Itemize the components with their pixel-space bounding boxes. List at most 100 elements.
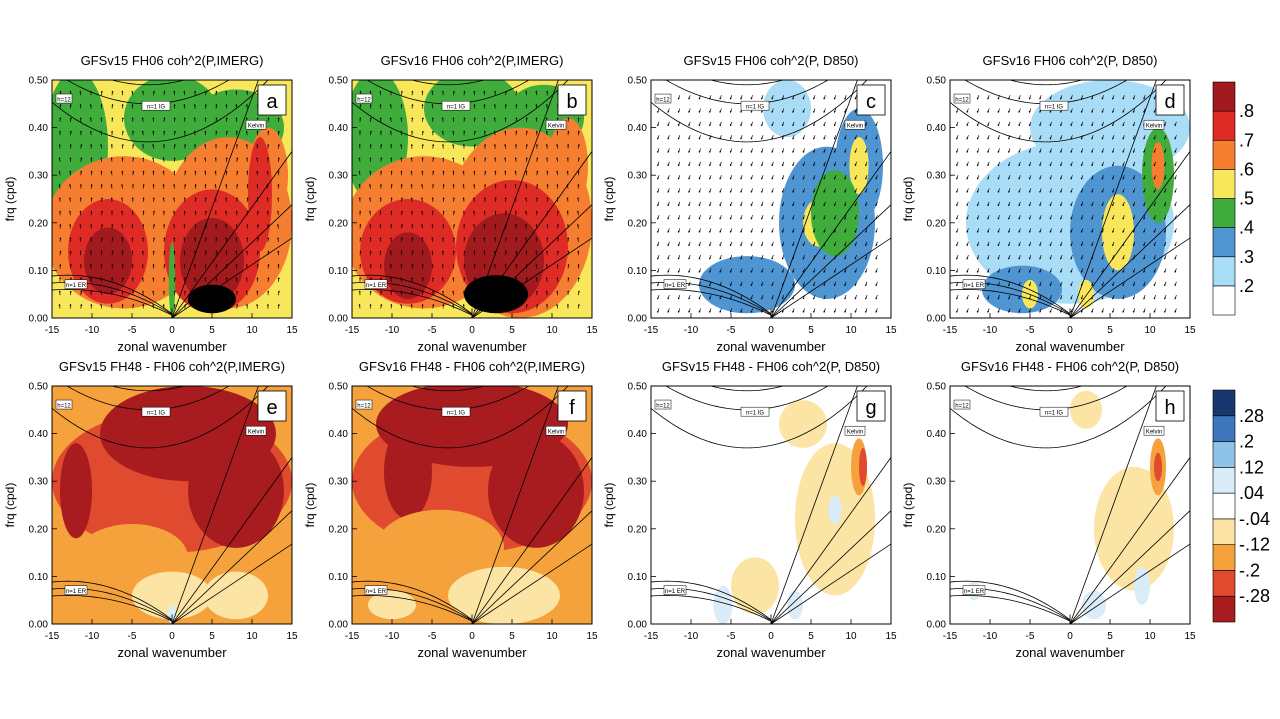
- colorbar-swatch: [1212, 595, 1236, 623]
- vector-head: [463, 90, 466, 93]
- vector-head: [504, 117, 507, 120]
- vector-head: [421, 263, 424, 266]
- vector-head: [771, 270, 774, 273]
- vector-head: [1008, 137, 1010, 140]
- vector-head: [89, 250, 92, 253]
- vector-head: [865, 137, 867, 140]
- contour-region: [731, 557, 779, 615]
- dispersion-curves: [651, 80, 891, 318]
- vector-head: [976, 110, 979, 113]
- vector-head: [667, 177, 670, 180]
- vector-head: [257, 237, 260, 240]
- svg-text:Kelvin: Kelvin: [847, 124, 863, 130]
- vector-head: [761, 110, 763, 113]
- vector-head: [1080, 137, 1083, 140]
- vector-head: [1028, 230, 1031, 233]
- vector-head: [1008, 204, 1010, 207]
- vector-head: [854, 177, 857, 180]
- vector-head: [421, 117, 424, 120]
- vector-head: [761, 177, 763, 180]
- vector-head: [1112, 150, 1114, 153]
- contour-region: [779, 400, 827, 448]
- curve-label: h=12: [55, 399, 73, 410]
- vector-head: [1091, 110, 1094, 113]
- contour-region: [204, 571, 268, 620]
- vector-head: [966, 177, 969, 180]
- vector-head: [89, 130, 92, 133]
- vector-head: [781, 150, 784, 153]
- vector-head: [256, 117, 259, 120]
- vector-head: [225, 290, 228, 293]
- vector-head: [111, 90, 114, 93]
- vector-head: [781, 230, 784, 233]
- vector-head: [771, 244, 774, 247]
- vector-head: [771, 124, 774, 127]
- vector-head: [132, 143, 135, 146]
- vector-head: [823, 204, 826, 207]
- vector-head: [131, 277, 134, 280]
- vector-head: [442, 303, 445, 306]
- vector-head: [267, 143, 270, 146]
- x-tick-label: 5: [1107, 631, 1113, 642]
- y-axis-label: frq (cpd): [901, 483, 915, 528]
- colorbar-label: .4: [1239, 218, 1254, 238]
- vector-head: [380, 170, 383, 173]
- vector-head: [844, 190, 847, 193]
- x-tick-label: -15: [943, 631, 958, 642]
- vector-head: [997, 217, 1000, 220]
- vector-head: [246, 250, 248, 253]
- vector-head: [1008, 177, 1010, 180]
- vector-head: [698, 217, 701, 220]
- vector-head: [214, 170, 217, 173]
- vector-head: [875, 270, 878, 273]
- vector-head: [1028, 110, 1031, 113]
- vector-head: [1153, 270, 1156, 273]
- vector-head: [1164, 217, 1166, 220]
- vector-head: [976, 310, 979, 313]
- vector-head: [667, 204, 670, 207]
- vector-head: [484, 170, 487, 173]
- vector-head: [1060, 310, 1062, 313]
- vector-head: [452, 237, 455, 240]
- vector-head: [719, 97, 722, 100]
- vector-head: [865, 190, 867, 193]
- vector-head: [493, 263, 496, 266]
- vector-head: [215, 263, 218, 266]
- vector-head: [545, 117, 548, 120]
- vector-head: [1132, 270, 1135, 273]
- vector-head: [854, 204, 857, 207]
- svg-text:n=1 IG: n=1 IG: [746, 105, 765, 111]
- contour-region: [1070, 390, 1102, 429]
- y-tick-label: 0.20: [628, 218, 648, 229]
- vector-head: [1101, 190, 1104, 193]
- er-curve: [950, 595, 1071, 622]
- vector-head: [162, 197, 165, 200]
- vector-head: [58, 157, 61, 160]
- kelvin-curve: [770, 386, 858, 624]
- vector-head: [750, 217, 753, 220]
- vector-head: [729, 284, 732, 287]
- vector-head: [358, 183, 361, 186]
- vector-head: [194, 237, 197, 240]
- vector-head: [225, 197, 228, 200]
- vector-head: [1008, 297, 1010, 300]
- vector-head: [173, 130, 176, 133]
- vector-head: [761, 284, 763, 287]
- vector-head: [719, 150, 722, 153]
- vector-head: [1101, 310, 1104, 313]
- vector-head: [688, 110, 691, 113]
- vector-head: [411, 277, 414, 280]
- vector-head: [854, 150, 857, 153]
- vector-head: [1174, 270, 1177, 273]
- vector-head: [698, 190, 701, 193]
- vector-head: [267, 223, 269, 226]
- vector-head: [493, 277, 496, 280]
- vector-head: [546, 170, 549, 173]
- vector-head: [163, 130, 166, 133]
- vector-head: [875, 137, 878, 140]
- vector-head: [781, 297, 784, 300]
- vector-head: [1153, 110, 1156, 113]
- vector-head: [546, 90, 549, 93]
